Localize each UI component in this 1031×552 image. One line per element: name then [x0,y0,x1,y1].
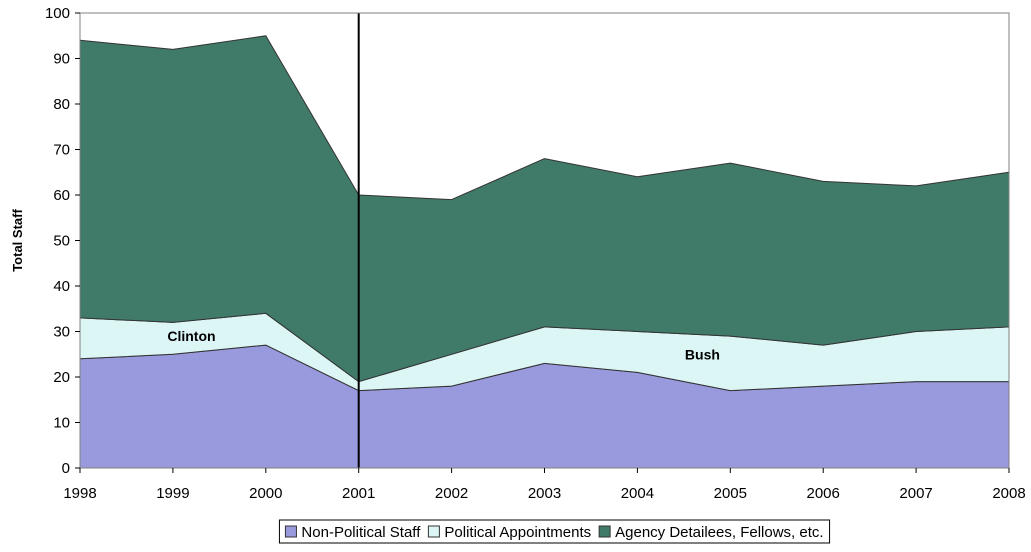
x-tick-label: 2001 [342,485,375,502]
legend-swatch [598,525,611,538]
annotation-bush: Bush [685,346,720,362]
y-tick-label: 100 [45,5,70,22]
x-tick-label: 2000 [249,485,282,502]
x-tick-label: 2007 [899,485,932,502]
legend-label: Agency Detailees, Fellows, etc. [615,524,823,541]
y-tick-label: 20 [53,369,70,386]
y-tick-label: 50 [53,233,70,250]
y-tick-label: 30 [53,324,70,341]
legend-item: Political Appointments [427,524,591,541]
y-tick-label: 10 [53,415,70,432]
x-tick-label: 2006 [807,485,840,502]
y-tick-label: 90 [53,51,70,68]
x-tick-label: 1998 [63,485,96,502]
legend-frame [278,519,831,544]
x-tick-label: 2008 [992,485,1025,502]
annotations: Clinton Bush [167,328,720,362]
y-tick-label: 40 [53,278,70,295]
legend-item: Non-Political Staff [284,524,421,541]
y-tick-label: 0 [62,460,70,477]
legend-item: Agency Detailees, Fellows, etc. [598,524,824,541]
annotation-clinton: Clinton [167,328,215,344]
y-tick-label: 80 [53,96,70,113]
legend-swatch [427,525,440,538]
axes: 0 10 20 30 40 50 60 70 80 90 100 1998 1999 2000 2001 20… [45,5,1026,502]
x-tick-label: 2005 [714,485,747,502]
y-axis-label: Total Staff [10,209,25,272]
legend-label: Non-Political Staff [301,524,421,541]
area-layer [79,35,1010,469]
legend: Non-Political Staff Political Appointment… [278,519,831,544]
x-tick-label: 2004 [621,485,654,502]
x-tick-label: 2002 [435,485,468,502]
y-tick-label: 60 [53,187,70,204]
legend-swatch [284,525,297,538]
legend-label: Political Appointments [444,524,591,541]
x-tick-label: 2003 [528,485,561,502]
x-tick-label: 1999 [156,485,189,502]
y-tick-label: 70 [53,142,70,159]
